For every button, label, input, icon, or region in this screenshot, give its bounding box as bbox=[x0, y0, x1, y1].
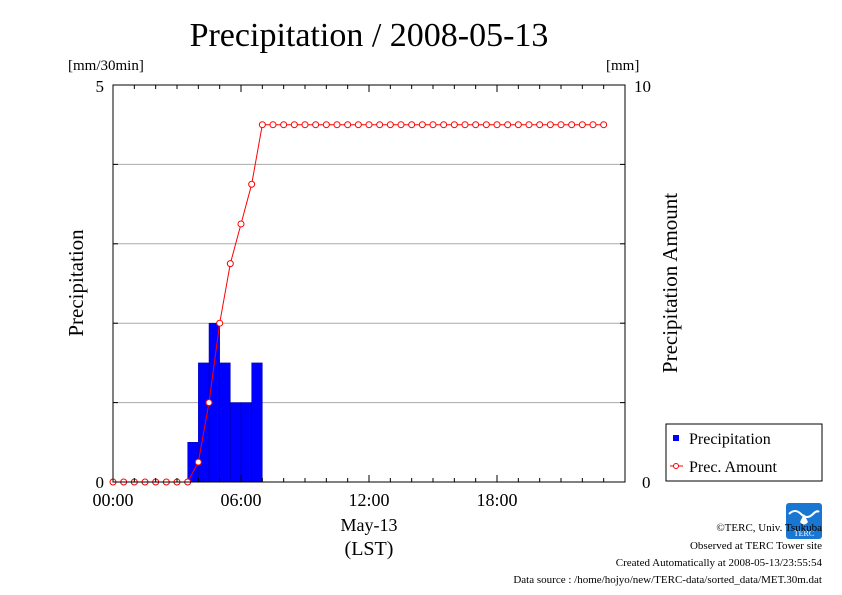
precipitation-bar bbox=[240, 402, 252, 483]
plot-frame bbox=[112, 84, 626, 483]
prec-amount-point bbox=[504, 121, 512, 129]
logo-text: TERC bbox=[794, 529, 814, 538]
right-axis-label: Precipitation Amount bbox=[658, 193, 682, 373]
legend: Precipitation Prec. Amount bbox=[665, 423, 823, 482]
prec-amount-line bbox=[113, 124, 604, 483]
left-tick-label-0: 0 bbox=[96, 473, 105, 492]
right-tick-label-10: 10 bbox=[634, 77, 651, 96]
prec-amount-point bbox=[525, 121, 533, 129]
prec-amount-point bbox=[344, 121, 352, 129]
prec-amount-point bbox=[194, 458, 202, 466]
prec-amount-point bbox=[376, 121, 384, 129]
prec-amount-point bbox=[290, 121, 298, 129]
prec-amount-point bbox=[216, 319, 224, 327]
legend-precipitation-label: Precipitation bbox=[689, 431, 771, 448]
legend-amount-label: Prec. Amount bbox=[689, 459, 778, 476]
legend-box bbox=[665, 423, 823, 482]
prec-amount-point bbox=[568, 121, 576, 129]
legend-amount-marker bbox=[673, 463, 679, 469]
axis-ticks bbox=[112, 84, 626, 483]
prec-amount-point bbox=[493, 121, 501, 129]
precipitation-bar bbox=[251, 362, 263, 483]
prec-amount-point bbox=[578, 121, 586, 129]
chart-title: Precipitation / 2008-05-13 bbox=[190, 17, 549, 54]
terc-logo: TERC bbox=[786, 503, 822, 539]
legend-precipitation-marker bbox=[673, 435, 679, 441]
prec-amount-point bbox=[237, 220, 245, 228]
x-tick-label: 00:00 bbox=[92, 490, 133, 510]
grid-lines bbox=[113, 163, 625, 404]
prec-amount-point bbox=[536, 121, 544, 129]
x-tick-label: 06:00 bbox=[220, 490, 261, 510]
prec-amount-point bbox=[408, 121, 416, 129]
right-axis-unit: [mm] bbox=[606, 58, 639, 74]
x-tick-label: 18:00 bbox=[476, 490, 517, 510]
prec-amount-point bbox=[589, 121, 597, 129]
prec-amount-markers bbox=[109, 121, 608, 486]
x-tick-label: 12:00 bbox=[348, 490, 389, 510]
prec-amount-point bbox=[397, 121, 405, 129]
prec-amount-point bbox=[312, 121, 320, 129]
credit-source: Data source : /home/hojyo/new/TERC-data/… bbox=[513, 574, 822, 586]
prec-amount-point bbox=[546, 121, 554, 129]
prec-amount-point bbox=[354, 121, 362, 129]
prec-amount-point bbox=[461, 121, 469, 129]
prec-amount-point bbox=[248, 180, 256, 188]
x-timezone-label: (LST) bbox=[345, 538, 394, 560]
prec-amount-point bbox=[514, 121, 522, 129]
prec-amount-point bbox=[365, 121, 373, 129]
prec-amount-series bbox=[109, 121, 608, 486]
prec-amount-point bbox=[482, 121, 490, 129]
left-axis-label: Precipitation bbox=[64, 229, 88, 337]
credit-created: Created Automatically at 2008-05-13/23:5… bbox=[616, 557, 823, 569]
prec-amount-point bbox=[429, 121, 437, 129]
prec-amount-point bbox=[600, 121, 608, 129]
prec-amount-point bbox=[472, 121, 480, 129]
credit-copyright: ©TERC, Univ. Tsukuba bbox=[716, 522, 822, 534]
x-date-label: May-13 bbox=[341, 515, 398, 535]
prec-amount-point bbox=[301, 121, 309, 129]
prec-amount-point bbox=[418, 121, 426, 129]
prec-amount-point bbox=[450, 121, 458, 129]
credit-observed: Observed at TERC Tower site bbox=[690, 540, 822, 552]
left-tick-label-5: 5 bbox=[96, 77, 105, 96]
x-tick-labels: 00:00 06:00 12:00 18:00 bbox=[92, 490, 517, 510]
prec-amount-point bbox=[280, 121, 288, 129]
prec-amount-point bbox=[557, 121, 565, 129]
right-tick-label-0: 0 bbox=[642, 473, 651, 492]
prec-amount-point bbox=[333, 121, 341, 129]
left-axis-unit: [mm/30min] bbox=[68, 58, 144, 74]
prec-amount-point bbox=[440, 121, 448, 129]
prec-amount-point bbox=[386, 121, 394, 129]
prec-amount-point bbox=[269, 121, 277, 129]
prec-amount-point bbox=[322, 121, 330, 129]
precipitation-bar bbox=[219, 362, 231, 483]
precipitation-bar bbox=[230, 402, 242, 483]
prec-amount-point bbox=[226, 260, 234, 268]
prec-amount-point bbox=[258, 121, 266, 129]
prec-amount-point bbox=[205, 399, 213, 407]
